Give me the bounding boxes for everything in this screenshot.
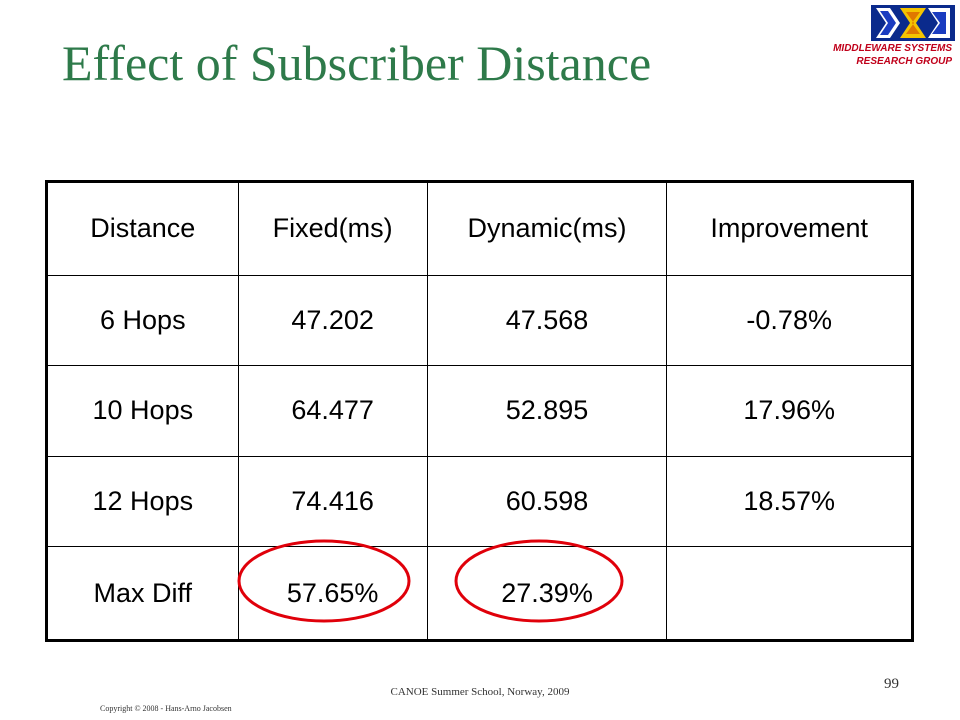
table-row: 10 Hops 64.477 52.895 17.96%: [46, 365, 913, 457]
cell-dynamic: 47.568: [426, 274, 668, 367]
table-row: Max Diff 57.65% 27.39%: [46, 546, 913, 641]
table-row: 12 Hops 74.416 60.598 18.57%: [46, 455, 913, 548]
cell-improvement: -0.78%: [666, 274, 913, 367]
msrg-logo-icon: [871, 5, 955, 41]
results-table: Distance Fixed(ms) Dynamic(ms) Improveme…: [45, 180, 914, 642]
cell-improvement: 18.57%: [666, 455, 913, 548]
copyright-notice: Copyright © 2008 - Hans-Arno Jacobsen: [100, 704, 232, 713]
cell-fixed: 74.416: [237, 455, 428, 548]
cell-fixed: 64.477: [237, 365, 428, 457]
cell-distance: Max Diff: [46, 546, 239, 641]
cell-dynamic: 60.598: [426, 455, 668, 548]
cell-improvement: 17.96%: [666, 365, 913, 457]
cell-dynamic: 27.39%: [426, 546, 668, 641]
table-header-row: Distance Fixed(ms) Dynamic(ms) Improveme…: [46, 181, 913, 276]
cell-distance: 10 Hops: [46, 365, 239, 457]
header-dynamic: Dynamic(ms): [426, 181, 668, 276]
header-improvement: Improvement: [666, 181, 913, 276]
footer-event: CANOE Summer School, Norway, 2009: [390, 686, 570, 698]
slide-title: Effect of Subscriber Distance: [62, 35, 652, 91]
cell-distance: 6 Hops: [46, 274, 239, 367]
logo-text: MIDDLEWARE SYSTEMS RESEARCH GROUP: [833, 42, 952, 68]
cell-improvement: [666, 546, 913, 641]
cell-dynamic: 52.895: [426, 365, 668, 457]
logo-line-2: RESEARCH GROUP: [856, 56, 952, 67]
cell-distance: 12 Hops: [46, 455, 239, 548]
page-number: 99: [884, 676, 899, 692]
cell-fixed: 47.202: [237, 274, 428, 367]
header-distance: Distance: [46, 181, 239, 276]
logo-line-1: MIDDLEWARE SYSTEMS: [833, 43, 952, 54]
header-fixed: Fixed(ms): [237, 181, 428, 276]
cell-fixed: 57.65%: [237, 546, 428, 641]
table-row: 6 Hops 47.202 47.568 -0.78%: [46, 274, 913, 367]
